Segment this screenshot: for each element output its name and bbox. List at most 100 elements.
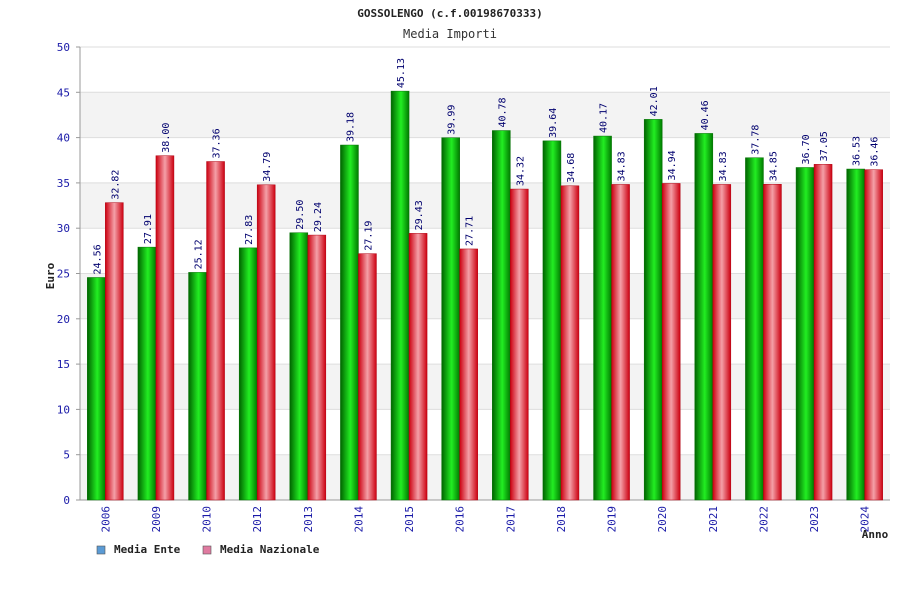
value-label-media-nazionale-2009: 38.00 bbox=[161, 123, 172, 153]
value-label-media-ente-2018: 39.64 bbox=[548, 108, 559, 138]
bar-media-ente-2017 bbox=[492, 130, 511, 501]
bar-media-ente-2021 bbox=[694, 133, 714, 501]
bar-media-nazionale-2009 bbox=[155, 155, 175, 501]
value-label-media-ente-2010: 25.12 bbox=[194, 239, 205, 269]
value-label-media-ente-2023: 36.70 bbox=[801, 134, 812, 164]
x-tick-label-2018: 2018 bbox=[555, 506, 568, 533]
value-labels: 24.56 32.82 27.91 38.00 25.12 37.36 27.83 34.79… bbox=[92, 58, 880, 274]
y-tick-label: 30 bbox=[57, 222, 70, 235]
bar-media-nazionale-2013 bbox=[307, 234, 327, 501]
value-label-media-ente-2016: 39.99 bbox=[447, 105, 458, 135]
bar-media-ente-2015 bbox=[390, 90, 410, 501]
y-tick-label: 40 bbox=[57, 132, 70, 145]
x-tick-label-2006: 2006 bbox=[99, 506, 112, 533]
value-label-media-ente-2012: 27.83 bbox=[244, 215, 255, 245]
bar-media-ente-2009 bbox=[137, 246, 157, 501]
value-label-media-nazionale-2020: 34.94 bbox=[667, 150, 678, 180]
x-tick-label-2014: 2014 bbox=[352, 506, 365, 533]
bar-media-ente-2024 bbox=[846, 168, 865, 501]
bar-media-ente-2013 bbox=[289, 232, 309, 501]
bar-media-nazionale-2006 bbox=[105, 202, 124, 501]
y-tick-label: 50 bbox=[57, 41, 70, 54]
x-tick-label-2016: 2016 bbox=[454, 506, 467, 533]
legend-swatch-media-ente bbox=[96, 545, 106, 555]
value-label-media-nazionale-2006: 32.82 bbox=[110, 170, 121, 200]
bar-media-ente-2019 bbox=[593, 135, 612, 501]
plot-band bbox=[80, 47, 890, 93]
bar-media-ente-2016 bbox=[441, 137, 460, 501]
bar-media-ente-2020 bbox=[643, 119, 663, 501]
x-tick-label-2012: 2012 bbox=[251, 506, 264, 533]
bar-media-ente-2014 bbox=[340, 144, 359, 501]
bar-media-ente-2018 bbox=[542, 140, 562, 501]
bar-media-nazionale-2019 bbox=[611, 184, 630, 501]
value-label-media-ente-2024: 36.53 bbox=[852, 136, 863, 166]
bar-media-ente-2010 bbox=[188, 272, 207, 501]
bar-media-nazionale-2014 bbox=[358, 253, 377, 501]
value-label-media-nazionale-2010: 37.36 bbox=[212, 128, 223, 158]
y-tick-label: 10 bbox=[57, 403, 70, 416]
x-tick-label-2009: 2009 bbox=[150, 506, 163, 533]
bar-media-nazionale-2021 bbox=[712, 184, 732, 501]
bar-media-nazionale-2024 bbox=[864, 169, 883, 501]
value-label-media-nazionale-2014: 27.19 bbox=[363, 221, 374, 251]
bar-media-ente-2012 bbox=[238, 247, 258, 501]
value-label-media-nazionale-2019: 34.83 bbox=[617, 151, 628, 181]
y-tick-label: 5 bbox=[63, 449, 70, 462]
bar-media-nazionale-2020 bbox=[661, 183, 681, 501]
x-axis-ticks: 2006 2009 2010 2012 2013 2014 2015 2016 2017 2018… bbox=[99, 506, 871, 533]
value-label-media-ente-2015: 45.13 bbox=[396, 58, 407, 88]
value-label-media-nazionale-2016: 27.71 bbox=[465, 216, 476, 246]
value-label-media-ente-2021: 40.46 bbox=[700, 100, 711, 130]
x-tick-label-2017: 2017 bbox=[504, 506, 517, 533]
value-label-media-nazionale-2018: 34.68 bbox=[566, 153, 577, 183]
y-tick-label: 45 bbox=[57, 86, 70, 99]
bar-media-nazionale-2015 bbox=[408, 233, 428, 501]
x-tick-label-2015: 2015 bbox=[403, 506, 416, 533]
x-tick-label-2021: 2021 bbox=[707, 506, 720, 533]
chart-title: GOSSOLENGO (c.f.00198670333) bbox=[357, 7, 542, 20]
bar-media-nazionale-2016 bbox=[459, 248, 478, 501]
x-tick-label-2022: 2022 bbox=[757, 506, 770, 533]
legend-swatch-media-nazionale bbox=[202, 545, 212, 555]
value-label-media-ente-2014: 39.18 bbox=[345, 112, 356, 142]
value-label-media-ente-2013: 29.50 bbox=[295, 200, 306, 230]
y-tick-label: 25 bbox=[57, 268, 70, 281]
bar-media-ente-2022 bbox=[745, 157, 764, 501]
bar-media-ente-2023 bbox=[795, 167, 815, 501]
x-tick-label-2023: 2023 bbox=[808, 506, 821, 533]
value-label-media-ente-2006: 24.56 bbox=[92, 244, 103, 274]
x-tick-label-2019: 2019 bbox=[606, 506, 619, 533]
value-label-media-ente-2009: 27.91 bbox=[143, 214, 154, 244]
y-axis-label: Euro bbox=[44, 262, 57, 289]
value-label-media-nazionale-2024: 36.46 bbox=[870, 137, 881, 167]
legend: Media Ente Media Nazionale bbox=[96, 543, 320, 556]
y-tick-label: 20 bbox=[57, 313, 70, 326]
x-axis-label: Anno bbox=[862, 528, 889, 541]
x-tick-label-2013: 2013 bbox=[302, 506, 315, 533]
bar-media-nazionale-2012 bbox=[256, 184, 276, 501]
value-label-media-nazionale-2012: 34.79 bbox=[262, 152, 273, 182]
bar-media-nazionale-2010 bbox=[206, 161, 225, 501]
value-label-media-ente-2022: 37.78 bbox=[750, 125, 761, 155]
value-label-media-nazionale-2022: 34.85 bbox=[768, 151, 779, 181]
chart-subtitle: Media Importi bbox=[403, 27, 497, 41]
y-tick-label: 15 bbox=[57, 358, 70, 371]
legend-label-media-ente: Media Ente bbox=[114, 543, 181, 556]
legend-label-media-nazionale: Media Nazionale bbox=[220, 543, 320, 556]
value-label-media-nazionale-2021: 34.83 bbox=[718, 151, 729, 181]
bar-media-nazionale-2022 bbox=[763, 184, 782, 501]
x-tick-label-2024: 2024 bbox=[859, 506, 872, 533]
y-tick-label: 35 bbox=[57, 177, 70, 190]
value-label-media-nazionale-2013: 29.24 bbox=[313, 202, 324, 232]
bar-media-ente-2006 bbox=[87, 277, 106, 501]
value-label-media-ente-2019: 40.17 bbox=[599, 103, 610, 133]
y-tick-label: 0 bbox=[63, 494, 70, 507]
bar-media-nazionale-2017 bbox=[510, 188, 529, 501]
value-label-media-nazionale-2015: 29.43 bbox=[414, 200, 425, 230]
value-label-media-ente-2017: 40.78 bbox=[497, 97, 508, 127]
value-label-media-nazionale-2023: 37.05 bbox=[819, 131, 830, 161]
bar-media-nazionale-2018 bbox=[560, 185, 580, 501]
bars bbox=[87, 90, 883, 501]
